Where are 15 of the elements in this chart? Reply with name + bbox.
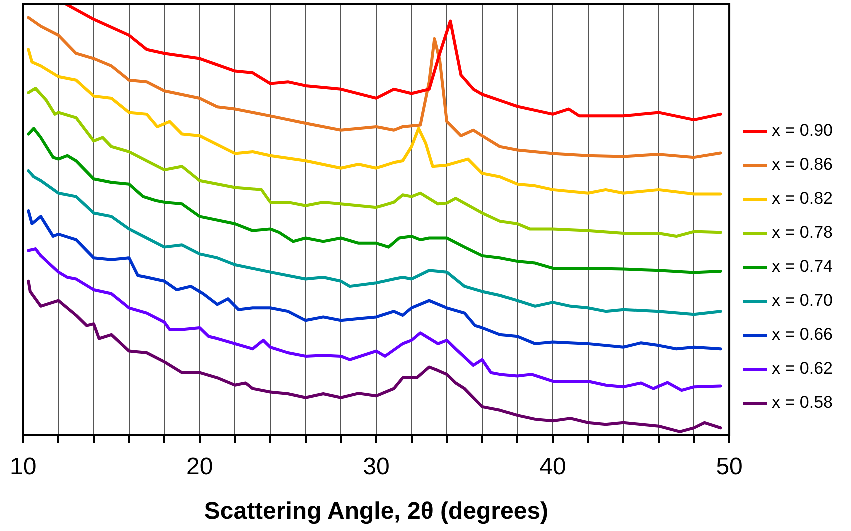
legend-label: x = 0.74 (772, 257, 834, 276)
x-tick-label: 30 (363, 453, 390, 480)
x-tick-label: 50 (716, 453, 743, 480)
legend-label: x = 0.78 (772, 223, 834, 242)
x-tick-label: 10 (10, 453, 37, 480)
legend-label: x = 0.66 (772, 325, 834, 344)
x-tick-label: 20 (186, 453, 214, 480)
x-tick-label: 40 (540, 453, 566, 480)
legend-label: x = 0.86 (772, 155, 834, 174)
legend-label: x = 0.58 (772, 393, 834, 412)
legend-label: x = 0.82 (772, 189, 834, 208)
legend-label: x = 0.90 (772, 121, 834, 140)
legend-label: x = 0.62 (772, 359, 834, 378)
x-axis-title: Scattering Angle, 2θ (degrees) (204, 498, 549, 526)
legend-label: x = 0.70 (772, 291, 834, 310)
